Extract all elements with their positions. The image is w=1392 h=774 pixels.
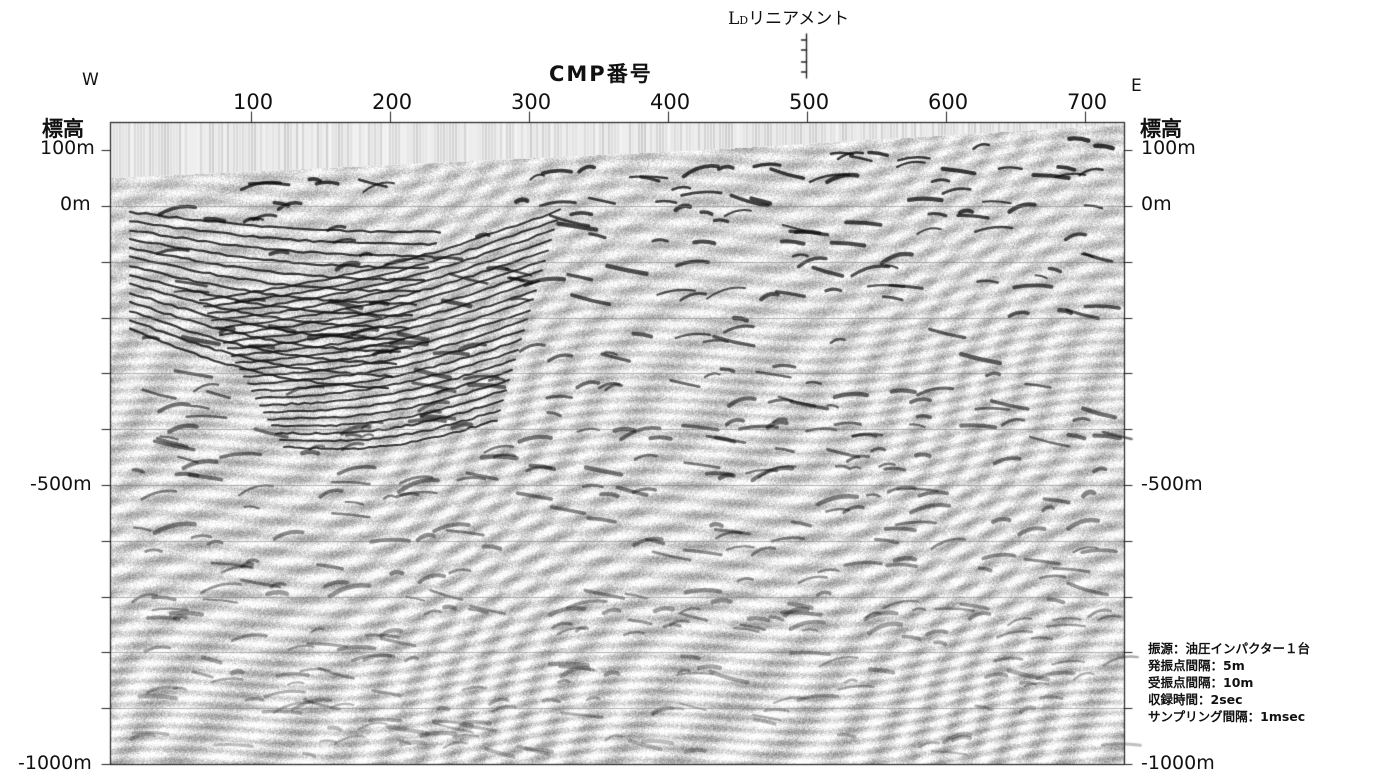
cmp-axis-title: CMP番号 xyxy=(549,62,653,86)
acquisition-shot-interval: 発振点間隔：5m xyxy=(1148,658,1245,673)
acquisition-sampling: サンプリング間隔：1msec xyxy=(1148,709,1306,724)
right-elev-0: 0m xyxy=(1141,193,1172,215)
left-elevation-header: 標高 xyxy=(42,117,84,141)
acquisition-info: 振源：油圧インパクター１台 発振点間隔：5m 受振点間隔：10m 収録時間：2s… xyxy=(1148,640,1310,725)
lineament-text: リニアメント xyxy=(748,9,850,29)
right-elevation-header: 標高 xyxy=(1140,117,1182,141)
left-elev-100: 100m xyxy=(40,137,95,159)
cmp-tick: 600 xyxy=(928,90,969,114)
acquisition-receiver-interval: 受振点間隔：10m xyxy=(1148,675,1254,690)
west-label: W xyxy=(82,70,99,90)
left-elev-0: 0m xyxy=(60,193,91,215)
cmp-tick: 500 xyxy=(789,90,830,114)
cmp-tick: 700 xyxy=(1067,90,1108,114)
right-elev-100: 100m xyxy=(1141,137,1196,159)
cmp-tick: 100 xyxy=(233,90,274,114)
left-elev-neg500: -500m xyxy=(30,473,92,495)
east-label: E xyxy=(1131,76,1142,96)
lineament-d: D xyxy=(739,14,749,27)
acquisition-source: 振源：油圧インパクター１台 xyxy=(1148,641,1311,656)
right-elev-neg500: -500m xyxy=(1141,473,1203,495)
left-elev-neg1000: -1000m xyxy=(18,752,92,774)
cmp-tick: 300 xyxy=(511,90,552,114)
lineament-label: LDリニアメント xyxy=(728,4,849,29)
lineament-l: L xyxy=(728,9,740,29)
right-elev-neg1000: -1000m xyxy=(1141,752,1215,774)
cmp-tick: 200 xyxy=(372,90,413,114)
acquisition-record-length: 収録時間：2sec xyxy=(1148,692,1243,707)
cmp-tick: 400 xyxy=(650,90,691,114)
